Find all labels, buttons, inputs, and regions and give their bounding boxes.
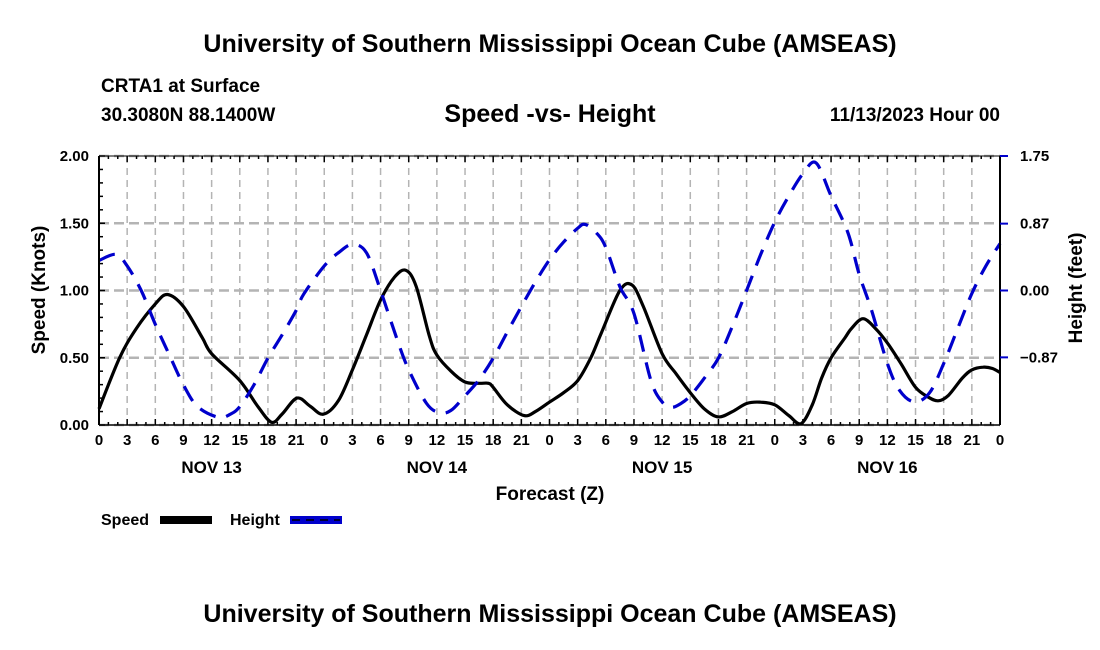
y2-tick-label: 0.00 xyxy=(1020,283,1049,300)
x-tick-label: 3 xyxy=(799,432,807,449)
x-tick-label: 0 xyxy=(996,432,1004,449)
y2-tick-label: 1.75 xyxy=(1020,148,1049,165)
y-tick-label: 0.00 xyxy=(60,417,89,434)
x-tick-label: 12 xyxy=(429,432,446,449)
x-tick-label: 0 xyxy=(320,432,328,449)
x-tick-label: 15 xyxy=(682,432,699,449)
footer-title: University of Southern Mississippi Ocean… xyxy=(203,600,897,628)
series-line-height xyxy=(98,160,1002,420)
x-tick-label: 21 xyxy=(288,432,305,449)
legend-speed-label: Speed xyxy=(101,512,149,529)
x-tick-label: 3 xyxy=(348,432,356,449)
day-label: NOV 15 xyxy=(632,458,692,477)
chart-subtitle: Speed -vs- Height xyxy=(444,100,656,128)
x-tick-label: 6 xyxy=(151,432,159,449)
x-tick-label: 3 xyxy=(573,432,581,449)
y2-tick-label: 0.87 xyxy=(1020,216,1049,233)
axes xyxy=(98,155,1008,426)
date-hour-label: 11/13/2023 Hour 00 xyxy=(829,105,1000,126)
x-tick-label: 18 xyxy=(485,432,502,449)
x-tick-label: 15 xyxy=(231,432,248,449)
y-tick-label: 1.50 xyxy=(60,215,89,232)
axis-labels: 0 3 6 9 12 15 18 21 0 3 6 9 12 15 18 21 0 3 6 9 12 15 18 21 0 3 6 9… xyxy=(60,148,1058,477)
x-tick-label: 6 xyxy=(376,432,384,449)
x-tick-label: 15 xyxy=(907,432,924,449)
x-tick-label: 0 xyxy=(95,432,103,449)
series-line-speed xyxy=(97,268,1001,426)
x-tick-label: 15 xyxy=(457,432,474,449)
x-tick-label: 12 xyxy=(203,432,220,449)
legend-speed-swatch xyxy=(160,516,212,524)
y2-tick-label: −0.87 xyxy=(1020,349,1058,366)
x-tick-label: 12 xyxy=(879,432,896,449)
y-tick-label: 0.50 xyxy=(60,350,89,367)
y2-axis-title: Height (feet) xyxy=(1066,233,1087,344)
x-tick-label: 21 xyxy=(513,432,530,449)
x-tick-label: 3 xyxy=(123,432,131,449)
y-axis-title: Speed (Knots) xyxy=(29,226,50,355)
main-title: University of Southern Mississippi Ocean… xyxy=(203,30,897,58)
legend-height-label: Height xyxy=(230,512,280,529)
x-tick-label: 18 xyxy=(710,432,727,449)
series-layer xyxy=(97,160,1002,426)
legend: Speed Height xyxy=(101,512,342,529)
x-tick-label: 6 xyxy=(602,432,610,449)
coordinates-label: 30.3080N 88.1400W xyxy=(101,105,276,126)
y-tick-label: 2.00 xyxy=(60,148,89,165)
x-tick-label: 9 xyxy=(630,432,638,449)
x-tick-label: 9 xyxy=(855,432,863,449)
x-tick-label: 21 xyxy=(964,432,981,449)
x-tick-label: 9 xyxy=(179,432,187,449)
x-tick-label: 9 xyxy=(405,432,413,449)
x-tick-label: 0 xyxy=(545,432,553,449)
station-label: CRTA1 at Surface xyxy=(101,76,261,97)
x-tick-label: 21 xyxy=(738,432,755,449)
x-tick-label: 18 xyxy=(935,432,952,449)
day-label: NOV 13 xyxy=(181,458,241,477)
x-tick-label: 12 xyxy=(654,432,671,449)
x-axis-title: Forecast (Z) xyxy=(496,484,605,505)
day-label: NOV 16 xyxy=(857,458,917,477)
day-label: NOV 14 xyxy=(407,458,468,477)
x-tick-label: 6 xyxy=(827,432,835,449)
legend-height-swatch xyxy=(290,516,342,524)
x-tick-label: 18 xyxy=(260,432,277,449)
x-tick-label: 0 xyxy=(771,432,779,449)
y-tick-label: 1.00 xyxy=(60,283,89,300)
